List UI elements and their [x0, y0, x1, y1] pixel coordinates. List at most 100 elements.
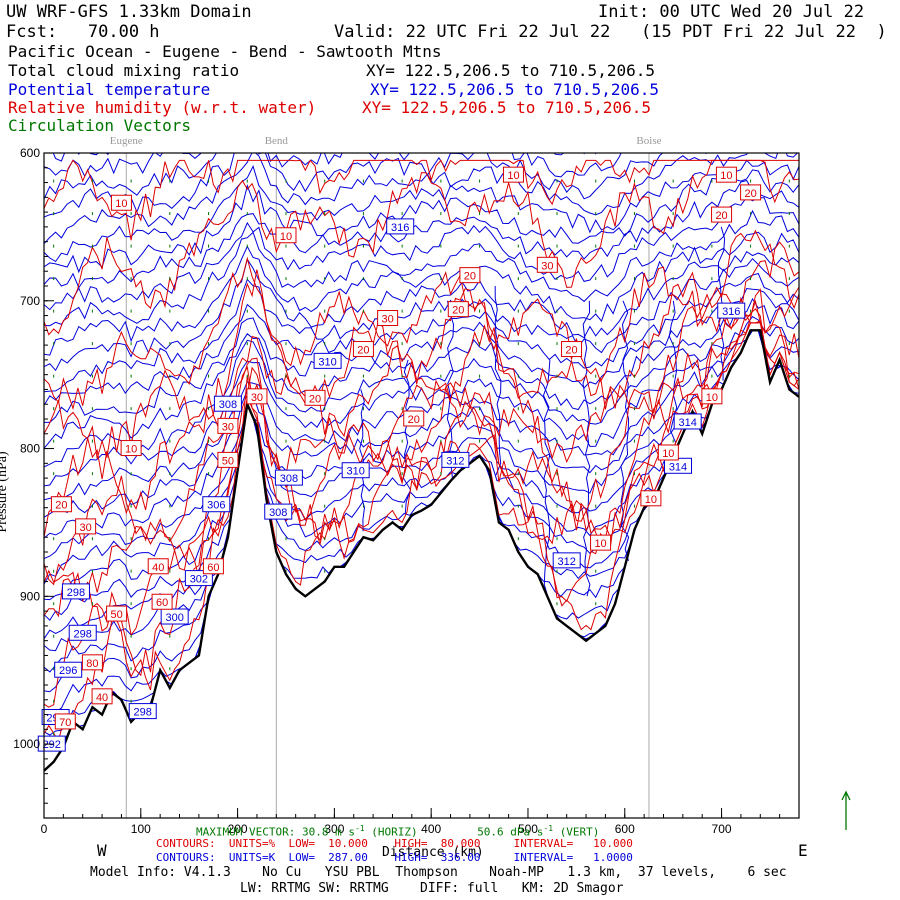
theta-contour-line: [44, 153, 707, 218]
max-vector: MAXIMUM VECTOR: 30.8 m s-1 (HORIZ) 50.6 …: [196, 824, 600, 839]
svg-text:10: 10: [507, 170, 519, 182]
theta-contour-label: 312: [441, 451, 470, 468]
x-tick-label: 0: [41, 822, 48, 836]
theta-contour-line: [44, 179, 799, 289]
rh-contour-label: 20: [711, 206, 733, 223]
page-title: UW WRF-GFS 1.33km Domain: [6, 2, 252, 22]
svg-text:20: 20: [408, 414, 420, 426]
rh-contour-label: 80: [81, 654, 103, 671]
rh-contour-line: [44, 308, 799, 586]
rh-contour-label: 20: [50, 496, 72, 513]
legend-cloud-label: Total cloud mixing ratio: [8, 61, 240, 80]
svg-text:312: 312: [446, 455, 464, 467]
svg-text:20: 20: [55, 500, 67, 512]
theta-contour-line: [494, 286, 502, 476]
svg-text:30: 30: [381, 314, 393, 326]
rh-contour-label: 70: [54, 713, 76, 730]
rh-contour-label: 20: [304, 389, 326, 406]
svg-text:298: 298: [67, 587, 85, 599]
svg-text:296: 296: [59, 665, 77, 677]
svg-text:20: 20: [464, 271, 476, 283]
y-tick-label: 700: [20, 294, 40, 308]
svg-text:10: 10: [125, 444, 137, 456]
theta-contour-line: [44, 231, 799, 356]
rh-contour-label: 30: [246, 388, 268, 405]
rh-contour-label: 10: [715, 166, 737, 183]
svg-text:308: 308: [280, 473, 298, 485]
legend-rh-label: Relative humidity (w.r.t. water): [8, 98, 317, 117]
svg-text:314: 314: [679, 417, 697, 429]
y-tick-label: 600: [20, 146, 40, 160]
rh-contour-info: CONTOURS: UNITS=% LOW= 10.000 HIGH= 80.0…: [156, 837, 633, 850]
rh-contour-label: 20: [403, 410, 425, 427]
svg-text:30: 30: [251, 392, 263, 404]
x-tick-label: 200: [228, 822, 248, 836]
theta-contour-line: [620, 300, 630, 562]
svg-text:310: 310: [346, 466, 364, 478]
reference-vector-arrow: [841, 790, 851, 830]
svg-text:50: 50: [110, 609, 122, 621]
rh-contour-label: 10: [110, 194, 132, 211]
theta-contour-label: 300: [160, 608, 189, 625]
svg-text:20: 20: [309, 393, 321, 405]
rh-contour-label: 10: [640, 490, 662, 507]
plot-frame: [43, 152, 800, 819]
svg-text:10: 10: [594, 538, 606, 550]
theta-contour-label: 314: [664, 457, 693, 474]
rh-contour-line: [44, 229, 799, 411]
svg-text:10: 10: [706, 392, 718, 404]
y-tick-label: 900: [20, 589, 40, 603]
theta-contour-label: 298: [61, 583, 90, 600]
rh-contour-label: 30: [217, 417, 239, 434]
theta-contour-label: 306: [202, 496, 231, 513]
theta-contour-line: [44, 287, 799, 423]
svg-text:298: 298: [74, 628, 92, 640]
x-axis: 0 100 200 300 400 500 600 700: [41, 808, 800, 836]
theta-contour-line: [582, 300, 591, 597]
svg-text:314: 314: [669, 461, 687, 473]
rh-contour-label: 10: [590, 534, 612, 551]
theta-contour-label: 308: [264, 503, 293, 520]
svg-text:10: 10: [662, 448, 674, 460]
y-tick-label: 800: [20, 442, 40, 456]
theta-contour-line: [44, 329, 799, 751]
theta-contour-line: [44, 153, 799, 245]
route-description: Pacific Ocean - Eugene - Bend - Sawtooth…: [8, 42, 442, 61]
rh-contour-label: 50: [217, 451, 239, 468]
legend-vectors-label: Circulation Vectors: [8, 116, 192, 135]
rh-contour-line: [44, 288, 799, 600]
svg-text:80: 80: [86, 658, 98, 670]
svg-text:60: 60: [207, 562, 219, 574]
theta-contour-line: [44, 196, 799, 311]
theta-contour-label: 308: [274, 469, 303, 486]
x-tick-label: 100: [131, 822, 151, 836]
rh-contour-label: 20: [561, 341, 583, 358]
place-label-bend: Bend: [265, 135, 289, 147]
rh-contour-line: [44, 159, 799, 241]
theta-contour-line: [44, 169, 799, 274]
theta-contour-line: [44, 329, 799, 673]
svg-text:20: 20: [565, 345, 577, 357]
svg-text:20: 20: [744, 188, 756, 200]
init-time: Init: 00 UTC Wed 20 Jul 22: [598, 2, 865, 22]
svg-text:30: 30: [222, 421, 234, 433]
rh-contour-label: 10: [275, 227, 297, 244]
theta-contour-label: 310: [313, 352, 342, 369]
svg-text:20: 20: [715, 210, 727, 222]
rh-contour-line: [44, 322, 799, 708]
valid-time: Valid: 22 UTC Fri 22 Jul 22 (15 PDT Fri …: [334, 22, 887, 42]
y-axis-label: Pressure (hPa): [0, 451, 10, 533]
theta-contour-label: 296: [54, 661, 83, 678]
rh-contour-label: 40: [91, 688, 113, 705]
model-info: Model Info: V4.1.3 No Cu YSU PBL Thompso…: [90, 865, 787, 880]
rh-contour-label: 10: [701, 388, 723, 405]
svg-text:308: 308: [219, 399, 237, 411]
theta-contour-info: CONTOURS: UNITS=K LOW= 287.00 HIGH= 336.…: [156, 851, 633, 864]
rh-contour-label: 20: [352, 341, 374, 358]
rh-contour-label: 20: [740, 184, 762, 201]
rh-contour-labels: 10 10 10 10 10 10 10 10 10 20 20 20 20 20 20 20 20 20 30 30…: [50, 166, 762, 730]
svg-text:10: 10: [645, 494, 657, 506]
theta-contour-line: [44, 272, 799, 406]
theta-contour-line: [44, 209, 799, 327]
rh-contour-label: 60: [151, 593, 173, 610]
